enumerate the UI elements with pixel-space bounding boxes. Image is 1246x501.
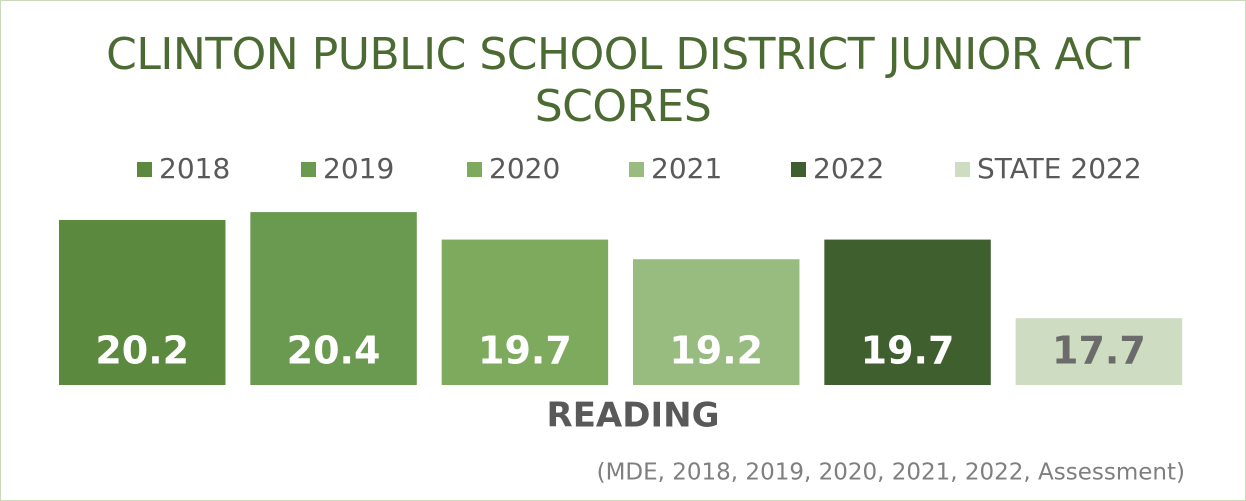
legend-label: 2018 — [159, 152, 230, 185]
bar — [441, 239, 609, 385]
value-label: 20.2 — [95, 329, 189, 373]
legend-label: 2019 — [323, 152, 394, 185]
legend-swatch — [629, 162, 644, 177]
value-label: 19.2 — [669, 329, 763, 373]
bar — [824, 239, 991, 385]
source-note: (MDE, 2018, 2019, 2020, 2021, 2022, Asse… — [597, 460, 1185, 486]
legend-swatch — [301, 162, 316, 177]
legend-label: 2020 — [489, 152, 560, 185]
value-label: 17.7 — [1052, 329, 1146, 373]
value-label: 19.7 — [478, 329, 572, 373]
bar — [250, 212, 417, 385]
bar — [1015, 318, 1183, 385]
legend-label: 2021 — [651, 152, 722, 185]
category-label: READING — [547, 396, 720, 436]
legend-label: 2022 — [813, 152, 884, 185]
legend-swatch — [955, 162, 970, 177]
value-label: 20.4 — [287, 329, 381, 373]
legend-label: STATE 2022 — [977, 152, 1142, 185]
bar — [633, 259, 800, 385]
legend-swatch — [791, 162, 806, 177]
value-label: 19.7 — [861, 329, 955, 373]
legend-swatch — [137, 162, 152, 177]
chart-title: CLINTON PUBLIC SCHOOL DISTRICT JUNIOR AC… — [106, 29, 1140, 132]
bar — [59, 219, 226, 385]
legend-swatch — [467, 162, 482, 177]
